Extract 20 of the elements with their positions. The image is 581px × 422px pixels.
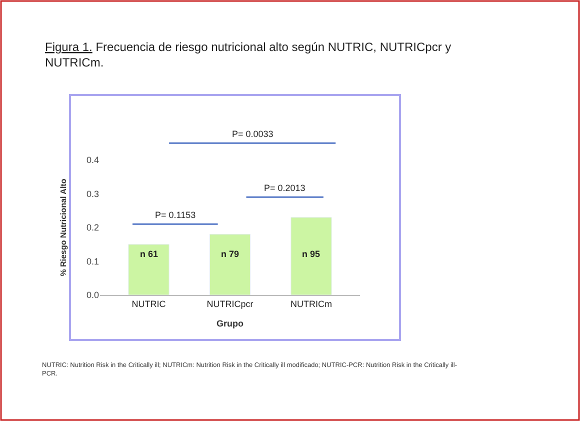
x-axis-title: Grupo bbox=[216, 318, 244, 329]
x-tick-label: NUTRIC bbox=[132, 298, 166, 309]
bar bbox=[209, 234, 251, 295]
text: P= 0.0033 bbox=[232, 129, 274, 139]
y-axis-title: % Riesgo Nutricional Alto bbox=[59, 178, 68, 276]
y-tick-label: 0.4 bbox=[86, 155, 99, 166]
y-tick-label: 0.3 bbox=[86, 188, 99, 199]
annotation: n 95 bbox=[302, 249, 320, 259]
bar bbox=[290, 217, 332, 295]
chart-title: Figura 1. Frecuencia de riesgo nutricional alto según NUTRIC, NUTRICpcr y NUTRICm. bbox=[45, 40, 452, 70]
annotation: n 79 bbox=[221, 249, 240, 259]
bar bbox=[128, 244, 170, 295]
y-tick-label: 0.2 bbox=[86, 222, 99, 233]
y-tick-label: 0.0 bbox=[86, 290, 99, 300]
annotation: P= 0.2013 bbox=[264, 183, 306, 193]
x-tick-label: NUTRICpcr bbox=[206, 298, 254, 309]
annotation: n 61 bbox=[140, 249, 158, 259]
y-tick-label: 0.1 bbox=[86, 256, 99, 266]
x-tick-label: NUTRICm bbox=[290, 298, 332, 309]
annotation: P= 0.1153 bbox=[155, 210, 196, 220]
